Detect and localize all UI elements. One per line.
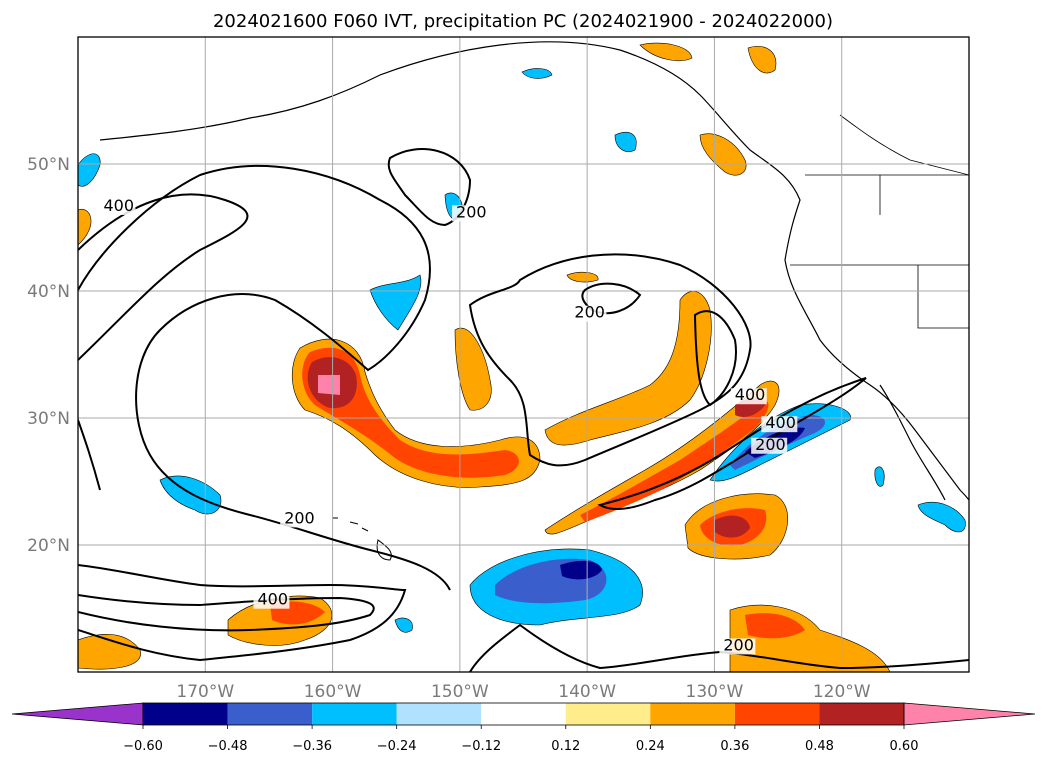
ivt-contour-400-plume [597, 377, 867, 511]
colorbar-frame [142, 702, 905, 726]
precip-plume-se-core [580, 400, 769, 522]
colorbar-segment [565, 703, 651, 725]
colorbar-segment [312, 703, 397, 725]
ivt-contour-400-east [693, 310, 737, 407]
contour-label-bg [570, 305, 607, 322]
contour-label: 200 [284, 508, 315, 527]
contour-label-bg [761, 416, 798, 433]
lon-tick-label: 160°W [304, 682, 362, 702]
ivt-contour-200-west [78, 419, 101, 491]
contour-label: 400 [735, 385, 766, 404]
colorbar-tick-label: 0.48 [805, 739, 834, 754]
contour-labels: 400 200 200 400 400 200 200 400 200 [99, 196, 798, 655]
neg-small-2 [874, 466, 885, 487]
contour-label: 400 [257, 590, 288, 609]
colorbar-segment [143, 703, 228, 725]
contour-label: 200 [755, 435, 786, 454]
contour-label-bg [253, 592, 290, 609]
contour-label: 200 [574, 303, 605, 322]
colorbar-segment [650, 703, 735, 725]
colorbar-segment [734, 703, 820, 725]
contour-label: 400 [765, 413, 796, 432]
colorbar-tick-label: 0.24 [636, 739, 665, 754]
precip-mid-2 [566, 271, 599, 283]
colorbar-segment [227, 703, 313, 725]
lon-tick-label: 150°W [431, 682, 489, 702]
colorbar-tick-label: −0.48 [208, 739, 248, 754]
precip-plume-ne [544, 291, 712, 446]
lat-tick-label: 20°N [27, 536, 70, 556]
colorbar-tick-label: 0.60 [890, 739, 919, 754]
colorbar-tick-label: −0.36 [292, 739, 332, 754]
map-panel: 400 200 200 400 400 200 200 400 200 [78, 37, 969, 672]
ivt-contour-200-north-loop [387, 148, 472, 227]
colorbar-segment [481, 703, 566, 725]
precip-bc-coast [699, 133, 747, 176]
colorbar-segment [819, 703, 904, 725]
contour-label: 200 [723, 635, 754, 654]
ivt-contour-400-south-west [78, 594, 375, 632]
ivt-contour-200-large-gyre [78, 164, 451, 591]
neg-north-2 [614, 131, 637, 152]
contour-label: 400 [103, 196, 134, 215]
colorbar-tick-label: 0.36 [720, 739, 749, 754]
contour-label-bg [730, 388, 767, 405]
precip-far-southwest [78, 633, 141, 670]
colorbar-tick-label: −0.60 [123, 739, 163, 754]
contour-label-bg [99, 198, 136, 215]
contour-label: 200 [456, 202, 487, 221]
coast-alaska [99, 41, 621, 141]
coast-baja [879, 384, 946, 501]
colorbar-segment [396, 703, 482, 725]
neg-central-south-max [560, 560, 602, 580]
ivt-contour-200-east-gyre [468, 253, 752, 467]
colorbar [11, 702, 1036, 726]
colorbar-extend-high [903, 702, 1036, 726]
ivt-contour-200-inner-loop [581, 282, 642, 315]
ivt-contour-200-south-east [469, 623, 969, 672]
colorbar-tick-label: −0.12 [461, 739, 501, 754]
contour-label-bg [452, 205, 489, 222]
neg-central-north [369, 274, 422, 331]
neg-small-1 [394, 617, 413, 633]
state-borders [790, 114, 969, 329]
ivt-contour-400-north [78, 193, 249, 361]
precip-south-east-core [745, 613, 805, 639]
precip-subtrop-east-max [715, 515, 750, 538]
map-frame [77, 36, 970, 673]
lon-tick-labels: 170°W 160°W 150°W 140°W 130°W 120°W [176, 682, 870, 702]
ivt-contours [78, 148, 969, 672]
coast-north-america [619, 49, 969, 501]
neg-aleutian [521, 68, 553, 79]
colorbar-tick-labels: −0.60 −0.48 −0.36 −0.24 −0.12 0.12 0.24 0.36 0.4… [123, 725, 918, 754]
gridlines [78, 37, 969, 672]
precip-mid-1 [454, 327, 492, 411]
colorbar-tick-label: 0.12 [551, 739, 580, 754]
colorbar-tick-label: −0.24 [377, 739, 417, 754]
lat-tick-labels: 50°N 40°N 30°N 20°N [27, 155, 70, 556]
precip-gulf-ak [639, 42, 693, 61]
precip-band-central-peak [318, 375, 340, 395]
contour-label-bg [751, 437, 788, 454]
neg-baja [917, 501, 966, 533]
precip-alaska [747, 46, 777, 74]
chart-title: 2024021600 F060 IVT, precipitation PC (2… [213, 11, 833, 32]
lon-tick-label: 120°W [813, 682, 871, 702]
lon-tick-label: 130°W [686, 682, 744, 702]
ivt-contour-200-south-west [78, 564, 407, 662]
lon-tick-label: 170°W [176, 682, 234, 702]
lat-tick-label: 30°N [27, 409, 70, 429]
lon-tick-label: 140°W [558, 682, 616, 702]
lat-tick-label: 50°N [27, 155, 70, 175]
contour-label-bg [280, 511, 317, 528]
colorbar-extend-low [11, 702, 144, 726]
neg-west [78, 153, 101, 187]
hawaii [332, 517, 392, 561]
coastlines [99, 41, 969, 501]
lat-tick-label: 40°N [27, 282, 70, 302]
contour-label-bg [719, 638, 756, 655]
